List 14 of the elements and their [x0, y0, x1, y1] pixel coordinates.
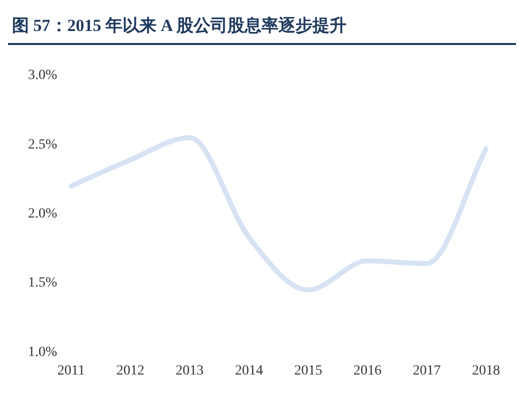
x-tick-label: 2013	[176, 363, 204, 378]
x-tick-label: 2015	[294, 363, 322, 378]
y-tick-label: 2.5%	[28, 137, 58, 152]
x-tick-label: 2014	[234, 363, 263, 378]
x-tick-label: 2011	[57, 363, 85, 378]
y-tick-label: 1.0%	[28, 344, 58, 360]
y-tick-label: 2.0%	[28, 206, 58, 222]
chart-title: 图 57：2015 年以来 A 股公司股息率逐步提升	[8, 8, 516, 45]
y-tick-label: 3.0%	[28, 68, 58, 84]
x-tick-label: 2016	[353, 363, 382, 378]
x-tick-label: 2012	[116, 363, 144, 378]
x-tick-label: 2017	[412, 363, 441, 378]
x-tick-label: 2018	[472, 363, 500, 378]
y-tick-label: 1.5%	[28, 276, 58, 291]
